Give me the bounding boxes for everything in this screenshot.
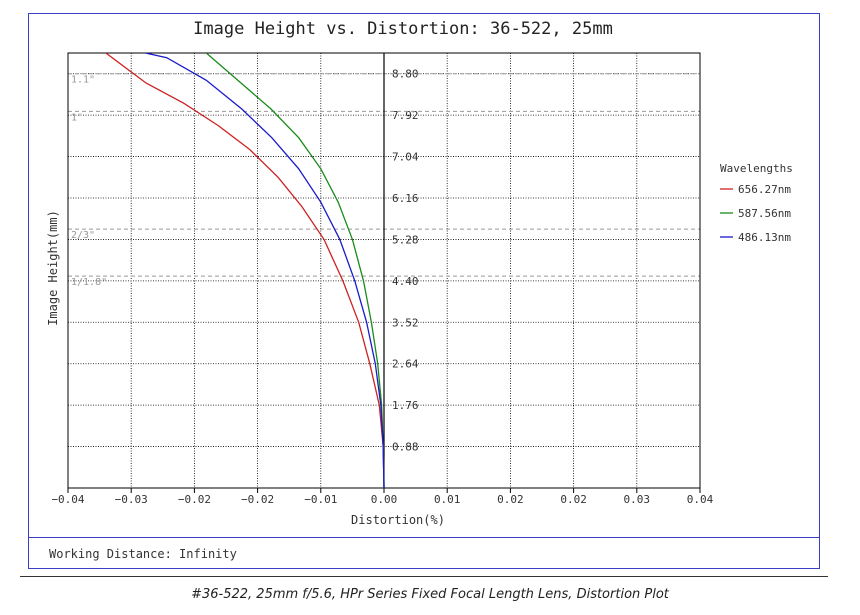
series-line-486.13nm <box>145 53 385 488</box>
x-tick-label: −0.04 <box>51 493 84 506</box>
x-tick-label: 0.03 <box>624 493 651 506</box>
y-tick-label: 1.76 <box>392 399 419 412</box>
x-tick-label: 0.02 <box>497 493 524 506</box>
y-tick-label: 5.28 <box>392 233 419 246</box>
x-tick-label: −0.02 <box>241 493 274 506</box>
footer-frame: Working Distance: Infinity <box>28 537 820 569</box>
y-tick-label: 7.04 <box>392 151 419 164</box>
x-tick-label: 0.01 <box>434 493 461 506</box>
x-tick-label: 0.00 <box>371 493 398 506</box>
sensor-format-label: 1/1.8" <box>71 277 107 288</box>
legend-title: Wavelengths <box>720 162 793 175</box>
sensor-format-label: 2/3" <box>71 230 95 241</box>
legend-label: 587.56nm <box>738 207 791 220</box>
x-tick-label: −0.03 <box>115 493 148 506</box>
y-tick-label: 2.64 <box>392 358 419 371</box>
x-tick-label: 0.02 <box>560 493 587 506</box>
series-line-587.56nm <box>205 53 385 488</box>
y-tick-label: 7.92 <box>392 109 419 122</box>
sensor-format-label: 1" <box>71 112 83 123</box>
y-tick-label: 4.40 <box>392 275 419 288</box>
working-distance-label: Working Distance: Infinity <box>49 547 237 561</box>
y-axis-label: Image Height(mm) <box>46 210 60 326</box>
caption-divider <box>20 576 828 577</box>
y-tick-label: 0.88 <box>392 441 419 454</box>
sensor-format-label: 1.1" <box>71 75 95 86</box>
x-tick-label: 0.04 <box>687 493 714 506</box>
y-tick-label: 3.52 <box>392 316 419 329</box>
legend-label: 486.13nm <box>738 231 791 244</box>
x-tick-label: −0.01 <box>304 493 337 506</box>
y-tick-label: 6.16 <box>392 192 419 205</box>
x-tick-label: −0.02 <box>178 493 211 506</box>
figure-caption: #36-522, 25mm f/5.6, HPr Series Fixed Fo… <box>191 587 669 602</box>
series-line-656.27nm <box>105 53 385 488</box>
x-axis-label: Distortion(%) <box>351 513 445 527</box>
chart-title: Image Height vs. Distortion: 36-522, 25m… <box>193 19 613 39</box>
legend-label: 656.27nm <box>738 183 791 196</box>
